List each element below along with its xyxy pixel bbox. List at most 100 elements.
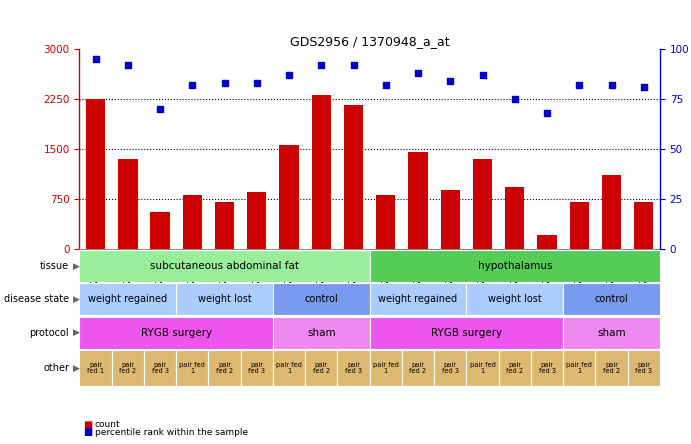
- Point: [155, 105, 166, 112]
- Point: [380, 81, 391, 88]
- Text: disease state: disease state: [4, 294, 69, 304]
- Bar: [596, 350, 627, 386]
- Text: pair
fed 2: pair fed 2: [120, 362, 136, 374]
- Bar: [279, 146, 299, 249]
- Text: pair
fed 2: pair fed 2: [313, 362, 330, 374]
- Text: tissue: tissue: [40, 261, 69, 271]
- Text: ▶: ▶: [73, 262, 79, 270]
- Text: pair fed
1: pair fed 1: [470, 362, 495, 374]
- Text: sham: sham: [597, 328, 626, 337]
- Bar: [79, 350, 112, 386]
- Bar: [215, 202, 234, 249]
- Bar: [370, 250, 660, 282]
- Bar: [466, 350, 499, 386]
- Text: sham: sham: [307, 328, 336, 337]
- Point: [348, 61, 359, 68]
- Text: control: control: [595, 294, 628, 304]
- Text: pair
fed 3: pair fed 3: [151, 362, 169, 374]
- Bar: [337, 350, 370, 386]
- Bar: [563, 283, 660, 315]
- Point: [445, 77, 456, 84]
- Text: pair
fed 3: pair fed 3: [442, 362, 459, 374]
- Text: ▶: ▶: [73, 295, 79, 304]
- Point: [122, 61, 133, 68]
- Bar: [79, 283, 176, 315]
- Text: pair
fed 1: pair fed 1: [87, 362, 104, 374]
- Point: [477, 71, 488, 79]
- Bar: [627, 350, 660, 386]
- Bar: [305, 350, 337, 386]
- Bar: [240, 350, 273, 386]
- Bar: [563, 317, 660, 349]
- Bar: [209, 350, 240, 386]
- Bar: [376, 195, 395, 249]
- Point: [316, 61, 327, 68]
- Bar: [247, 192, 267, 249]
- Text: pair
fed 2: pair fed 2: [507, 362, 523, 374]
- Point: [283, 71, 294, 79]
- Bar: [370, 283, 466, 315]
- Text: protocol: protocol: [30, 328, 69, 337]
- Point: [252, 79, 263, 86]
- Bar: [144, 350, 176, 386]
- Bar: [176, 350, 209, 386]
- Text: RYGB surgery: RYGB surgery: [431, 328, 502, 337]
- Text: pair
fed 3: pair fed 3: [345, 362, 362, 374]
- Bar: [79, 317, 273, 349]
- Text: pair fed
1: pair fed 1: [373, 362, 399, 374]
- Bar: [176, 283, 273, 315]
- Bar: [538, 235, 557, 249]
- Text: count: count: [95, 420, 120, 429]
- Bar: [370, 317, 563, 349]
- Point: [219, 79, 230, 86]
- Bar: [434, 350, 466, 386]
- Point: [187, 81, 198, 88]
- Bar: [182, 195, 202, 249]
- Bar: [79, 250, 370, 282]
- Bar: [634, 202, 654, 249]
- Text: weight regained: weight regained: [379, 294, 457, 304]
- Bar: [602, 175, 621, 249]
- Bar: [466, 283, 563, 315]
- Text: ■: ■: [83, 427, 92, 437]
- Bar: [408, 152, 428, 249]
- Bar: [151, 212, 170, 249]
- Bar: [441, 190, 460, 249]
- Bar: [402, 350, 434, 386]
- Text: hypothalamus: hypothalamus: [477, 261, 552, 271]
- Bar: [505, 187, 524, 249]
- Bar: [344, 106, 363, 249]
- Bar: [563, 350, 596, 386]
- Title: GDS2956 / 1370948_a_at: GDS2956 / 1370948_a_at: [290, 35, 450, 48]
- Text: weight lost: weight lost: [488, 294, 542, 304]
- Text: percentile rank within the sample: percentile rank within the sample: [95, 428, 248, 436]
- Text: ■: ■: [83, 420, 92, 430]
- Text: pair
fed 2: pair fed 2: [410, 362, 426, 374]
- Point: [638, 83, 650, 91]
- Text: other: other: [43, 363, 69, 373]
- Bar: [312, 95, 331, 249]
- Text: pair fed
1: pair fed 1: [180, 362, 205, 374]
- Text: ▶: ▶: [73, 364, 79, 373]
- Text: ▶: ▶: [73, 328, 79, 337]
- Point: [574, 81, 585, 88]
- Point: [606, 81, 617, 88]
- Point: [509, 95, 520, 103]
- Text: subcutaneous abdominal fat: subcutaneous abdominal fat: [150, 261, 299, 271]
- Text: weight lost: weight lost: [198, 294, 252, 304]
- Bar: [273, 283, 370, 315]
- Text: control: control: [305, 294, 338, 304]
- Bar: [86, 99, 105, 249]
- Text: weight regained: weight regained: [88, 294, 167, 304]
- Point: [413, 69, 424, 76]
- Text: RYGB surgery: RYGB surgery: [141, 328, 211, 337]
- Bar: [118, 159, 138, 249]
- Text: pair
fed 3: pair fed 3: [635, 362, 652, 374]
- Text: pair fed
1: pair fed 1: [567, 362, 592, 374]
- Text: pair fed
1: pair fed 1: [276, 362, 302, 374]
- Bar: [531, 350, 563, 386]
- Bar: [370, 350, 402, 386]
- Bar: [273, 317, 370, 349]
- Point: [90, 56, 101, 63]
- Text: pair
fed 2: pair fed 2: [216, 362, 233, 374]
